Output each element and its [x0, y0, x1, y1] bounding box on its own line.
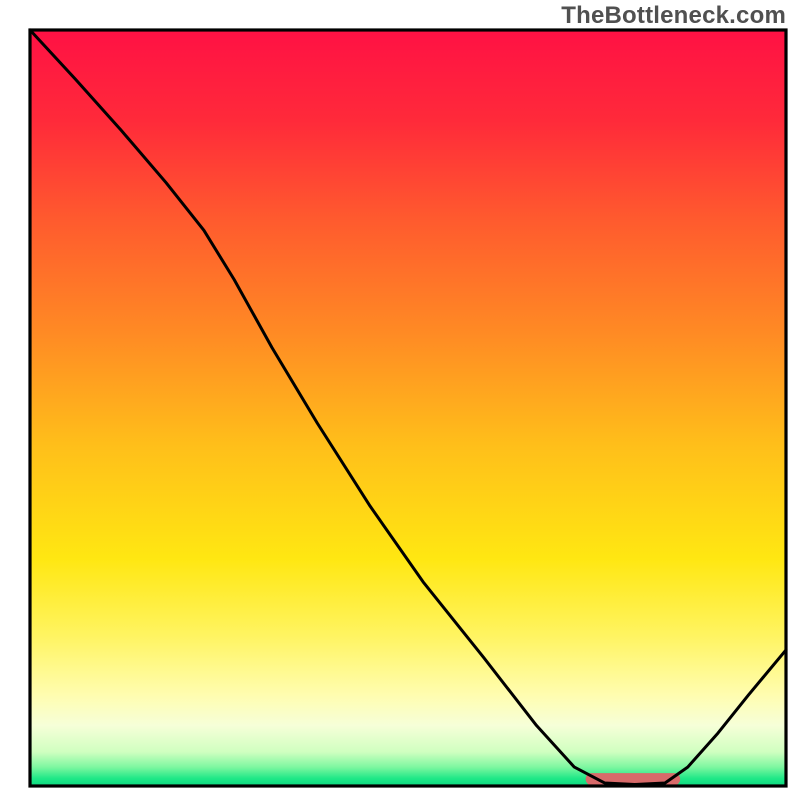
watermark-text: TheBottleneck.com	[561, 2, 786, 30]
plot-background	[30, 30, 786, 786]
bottleneck-chart	[0, 0, 800, 800]
chart-container: TheBottleneck.com	[0, 0, 800, 800]
